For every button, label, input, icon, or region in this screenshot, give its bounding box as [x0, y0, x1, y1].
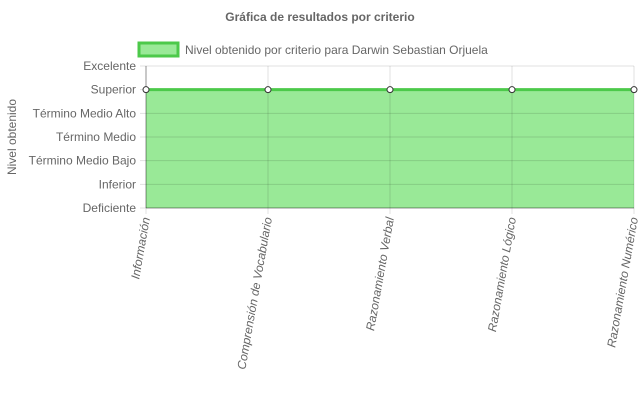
data-point: [630, 86, 638, 94]
legend-swatch: [137, 41, 180, 58]
y-tick-label: Superior: [91, 83, 136, 97]
y-axis-title: Nivel obtenido: [5, 99, 19, 175]
y-tick-label: Excelente: [83, 59, 136, 73]
y-tick-label: Inferior: [99, 177, 136, 191]
data-point: [508, 86, 516, 94]
y-tick-label: Deficiente: [83, 201, 137, 215]
plot-area: Deficiente Inferior Término Medio Bajo Térm…: [29, 59, 639, 370]
legend[interactable]: Nivel obtenido por criterio para Darwin …: [137, 41, 488, 58]
x-tick-label: Razonamiento Lógico: [485, 216, 519, 333]
data-point: [386, 86, 394, 94]
x-tick-label: Razonamiento Verbal: [363, 216, 397, 332]
x-tick-label: Información: [128, 216, 153, 280]
chart-title: Gráfica de resultados por criterio: [225, 10, 414, 24]
legend-label: Nivel obtenido por criterio para Darwin …: [185, 43, 488, 57]
y-tick-label: Término Medio Alto: [33, 106, 137, 120]
y-tick-label: Término Medio: [56, 130, 136, 144]
x-tick-label: Comprensión de Vocabulario: [234, 216, 275, 371]
x-tick-label: Razonamiento Numérico: [604, 216, 639, 349]
series-area: [146, 89, 634, 208]
y-tick-label: Término Medio Bajo: [29, 154, 137, 168]
data-point: [264, 86, 272, 94]
data-point: [142, 86, 150, 94]
